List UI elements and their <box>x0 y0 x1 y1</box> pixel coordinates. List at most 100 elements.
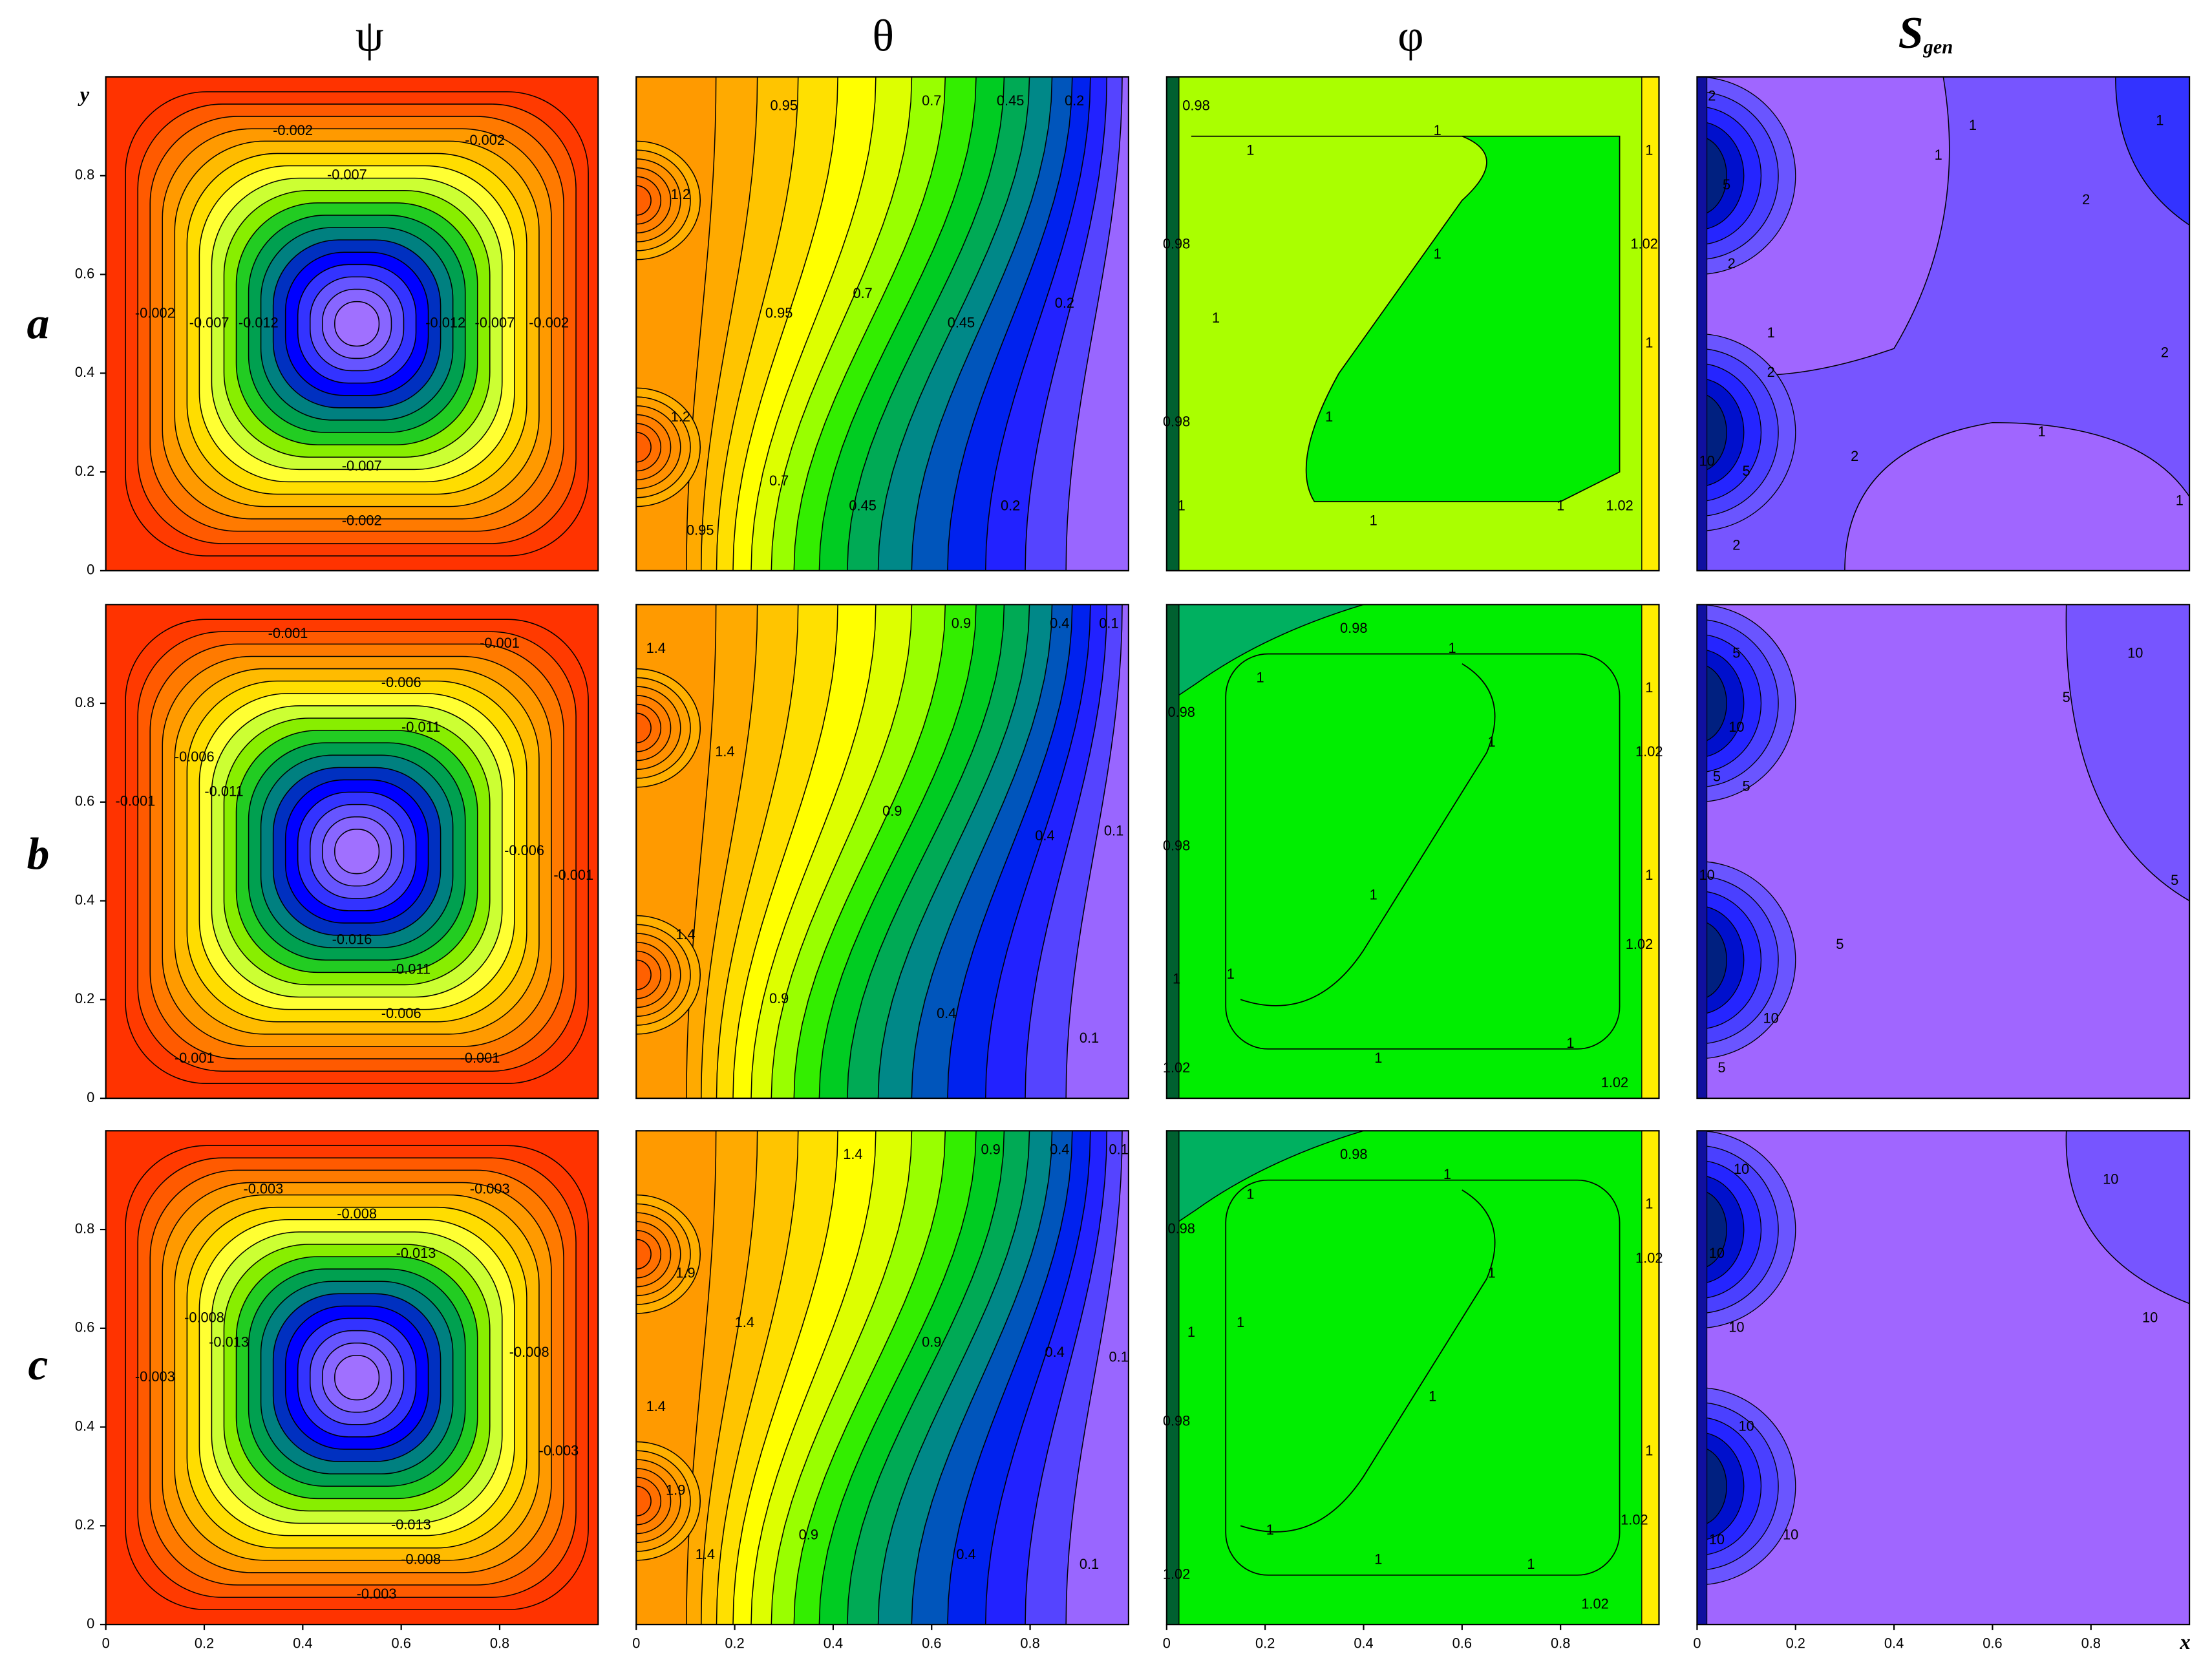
contour-label: 1.9 <box>675 1265 695 1281</box>
panel-frame <box>635 1130 1130 1626</box>
contour-label: 1 <box>1557 497 1564 513</box>
panel-frame <box>635 604 1130 1100</box>
panel <box>105 1131 599 1625</box>
contour-label: 5 <box>1836 936 1844 952</box>
contour-label: 1 <box>1645 334 1653 350</box>
contour-label: -0.008 <box>509 1344 549 1360</box>
contour-label: 2 <box>2161 345 2169 361</box>
contour-label: 1.02 <box>1630 236 1657 252</box>
contour-band <box>1697 77 2190 571</box>
panel <box>636 77 1129 571</box>
x-tick-label: 0.4 <box>1354 1635 1373 1651</box>
contour-band <box>636 712 652 743</box>
contour-label: 10 <box>1728 719 1744 735</box>
y-tick-label: 0.2 <box>75 463 94 479</box>
contour-label: 1 <box>1173 971 1180 987</box>
contour-label: -0.008 <box>401 1551 441 1568</box>
contour-label: 1.4 <box>675 926 695 942</box>
contour-label: 0.9 <box>981 1142 1000 1158</box>
contour-label: 1 <box>1370 887 1377 903</box>
contour-label: 0.98 <box>1182 98 1209 114</box>
contour-label: 5 <box>1732 644 1740 661</box>
contour-label: 1 <box>1645 679 1653 696</box>
contour-label: -0.003 <box>470 1181 510 1197</box>
x-tick-label: 0.6 <box>1452 1635 1472 1651</box>
row-label: b <box>27 829 49 879</box>
x-tick-label: 0.8 <box>2081 1635 2101 1651</box>
y-tick-label: 0.8 <box>75 694 94 710</box>
contour-label: 5 <box>1713 768 1721 784</box>
y-tick-label: 0.6 <box>75 1319 94 1335</box>
y-tick-label: 0.8 <box>75 1220 94 1237</box>
contour-band <box>1697 1131 1708 1625</box>
contour-label: 5 <box>2171 872 2178 888</box>
x-tick-label: 0.6 <box>392 1635 411 1651</box>
contour-label: 2 <box>1767 364 1775 380</box>
contour-label: 10 <box>1699 453 1715 469</box>
panel <box>105 77 599 571</box>
contour-label: -0.006 <box>175 749 215 765</box>
row-label: a <box>27 299 49 349</box>
contour-label: 1 <box>1246 142 1254 158</box>
y-tick-label: 0.4 <box>75 1418 94 1434</box>
contour-label: 0.2 <box>1001 497 1020 513</box>
contour-label: 0.9 <box>882 803 902 819</box>
contour-label: 1.4 <box>843 1146 862 1162</box>
contour-label: -0.007 <box>342 458 382 474</box>
row-label: c <box>28 1340 48 1390</box>
contour-label: 5 <box>1717 1059 1725 1076</box>
x-tick-label: 0 <box>632 1635 640 1651</box>
contour-line <box>1225 1179 1621 1576</box>
x-tick-label: 0 <box>1163 1635 1171 1651</box>
contour-label: 5 <box>1723 176 1730 193</box>
contour-label: 0.9 <box>922 1334 941 1350</box>
contour-label: -0.002 <box>135 304 175 321</box>
contour-label: 10 <box>1709 1245 1725 1261</box>
y-tick-label: 0 <box>87 1615 94 1632</box>
contour-band <box>1166 1131 1364 1230</box>
contour-label: -0.008 <box>184 1309 224 1325</box>
contour-label: 1 <box>1767 324 1775 341</box>
contour-label: 0.98 <box>1167 704 1195 720</box>
contour-label: 10 <box>1738 1418 1754 1434</box>
contour-label: 1 <box>1266 1522 1274 1538</box>
contour-label: -0.001 <box>115 793 155 809</box>
contour-label: 1 <box>1645 867 1653 883</box>
contour-label: 0.98 <box>1163 1413 1190 1429</box>
panel <box>636 1131 1129 1625</box>
field <box>1166 1131 1659 1625</box>
contour-label: -0.013 <box>391 1516 431 1533</box>
column-title: θ <box>872 11 893 61</box>
contour-label: -0.007 <box>189 315 229 331</box>
contour-label: 1.9 <box>666 1482 685 1498</box>
contour-label: -0.001 <box>460 1050 500 1066</box>
x-tick-label: 0.8 <box>1020 1635 1039 1651</box>
title-symbol: S <box>1898 8 1924 58</box>
contour-label: 1 <box>1566 1035 1574 1051</box>
panel <box>105 604 599 1099</box>
contour-label: 1 <box>2156 112 2164 129</box>
contour-label: 1.02 <box>1581 1595 1608 1611</box>
contour-label: 0.98 <box>1163 236 1190 252</box>
panel-frame <box>1165 604 1660 1100</box>
contour-band <box>1166 1131 1180 1625</box>
contour-label: -0.001 <box>175 1050 215 1066</box>
contour-label: 0.2 <box>1065 92 1084 109</box>
contour-band <box>2115 77 2190 226</box>
x-tick-label: 0.2 <box>1786 1635 1805 1651</box>
x-tick-label: 0.4 <box>293 1635 312 1651</box>
x-tick-label: 0.2 <box>195 1635 214 1651</box>
contour-label: 1.02 <box>1163 1059 1190 1076</box>
contour-label: 2 <box>1851 448 1858 464</box>
contour-label: -0.001 <box>268 625 308 641</box>
contour-label: 1.4 <box>696 1546 715 1562</box>
contour-label: 0.7 <box>769 473 789 489</box>
contour-label: 1 <box>1325 409 1333 425</box>
contour-label: 10 <box>1728 1319 1744 1335</box>
contour-label: 0.4 <box>956 1546 975 1562</box>
contour-label: 1.02 <box>1601 1074 1628 1090</box>
contour-line <box>1240 663 1496 1006</box>
y-tick-label: 0.8 <box>75 167 94 183</box>
